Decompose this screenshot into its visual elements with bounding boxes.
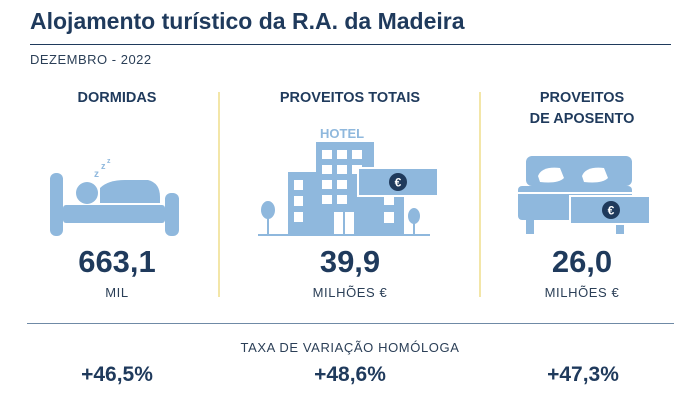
indicator-label-line2: DE APOSENTO bbox=[529, 111, 635, 127]
svg-text:z: z bbox=[101, 161, 106, 171]
period-label: DEZEMBRO - 2022 bbox=[30, 52, 152, 67]
variation-proveitos-totais: +48,6% bbox=[314, 363, 386, 386]
hotel-building-icon: HOTEL € bbox=[258, 126, 439, 236]
title-divider bbox=[30, 44, 671, 45]
hotel-sign-text: HOTEL bbox=[320, 126, 364, 141]
section-divider bbox=[27, 323, 674, 324]
indicator-unit: MILHÕES € bbox=[312, 285, 388, 300]
indicator-value: 663,1 bbox=[78, 244, 156, 279]
euro-symbol: € bbox=[395, 176, 402, 190]
indicator-unit: MIL bbox=[105, 285, 129, 300]
page-title: Alojamento turístico da R.A. da Madeira bbox=[30, 8, 465, 34]
indicator-unit: MILHÕES € bbox=[544, 285, 620, 300]
indicator-label: PROVEITOS TOTAIS bbox=[279, 90, 421, 106]
indicator-value: 26,0 bbox=[551, 244, 613, 279]
indicator-proveitos-aposento: PROVEITOS DE APOSENTO bbox=[482, 88, 682, 130]
indicator-proveitos-totais: PROVEITOS TOTAIS bbox=[250, 88, 450, 109]
svg-text:z: z bbox=[107, 158, 111, 165]
column-divider bbox=[218, 92, 220, 297]
column-divider bbox=[479, 92, 481, 297]
indicator-label-line1: PROVEITOS bbox=[539, 90, 625, 106]
indicator-value: 39,9 bbox=[319, 244, 381, 279]
variation-dormidas: +46,5% bbox=[81, 363, 153, 386]
indicator-dormidas: DORMIDAS bbox=[17, 88, 217, 109]
sleeping-person-icon: z z z bbox=[50, 158, 179, 236]
euro-symbol: € bbox=[608, 204, 615, 218]
variation-rate-label: TAXA DE VARIAÇÃO HOMÓLOGA bbox=[240, 340, 460, 355]
variation-proveitos-aposento: +47,3% bbox=[547, 363, 619, 386]
indicator-label: DORMIDAS bbox=[77, 90, 157, 106]
svg-text:z: z bbox=[94, 169, 99, 180]
bed-icon: € bbox=[518, 156, 651, 234]
